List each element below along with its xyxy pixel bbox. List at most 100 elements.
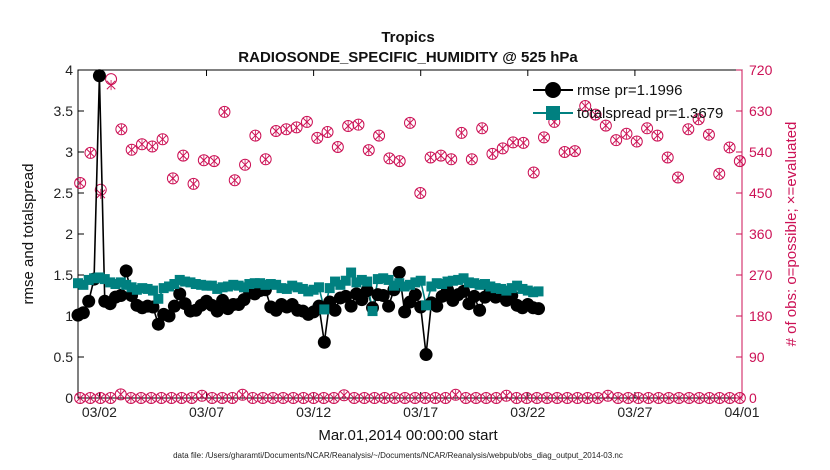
obs-possible-marker: [682, 123, 695, 136]
y-tick-label: 1.5: [54, 267, 74, 283]
obs-possible-marker: [393, 155, 406, 168]
rmse-point: [467, 289, 481, 303]
obs-possible-marker-bottom: [662, 392, 675, 404]
totalspread-point: [271, 279, 282, 290]
x-tick-label: 03/12: [296, 404, 331, 420]
rmse-point: [76, 306, 90, 320]
totalspread-point: [356, 274, 367, 285]
totalspread-point: [105, 277, 116, 288]
totalspread-point: [265, 279, 276, 290]
totalspread-point: [233, 280, 244, 291]
totalspread-point: [517, 283, 528, 294]
obs-possible-marker: [208, 155, 221, 168]
obs-possible-marker: [445, 153, 458, 166]
obs-possible-marker: [568, 145, 581, 158]
obs-possible-marker: [455, 126, 468, 139]
obs-possible-marker-bottom: [683, 392, 696, 404]
obs-possible-marker-bottom: [510, 392, 523, 404]
rmse-point: [162, 309, 176, 323]
totalspread-point: [442, 276, 453, 287]
rmse-point: [376, 289, 390, 302]
y-tick-label: 0.5: [54, 349, 74, 365]
totalspread-point: [463, 277, 474, 288]
obs-possible-marker: [517, 136, 530, 149]
obs-possible-marker-bottom: [297, 392, 310, 404]
obs-possible-marker: [733, 155, 746, 168]
obs-possible-marker-bottom: [124, 392, 137, 404]
x-tick-label: 03/17: [403, 404, 438, 420]
totalspread-point: [303, 286, 314, 297]
obs-possible-marker-bottom: [480, 392, 493, 404]
data-series: [71, 69, 546, 362]
totalspread-point: [415, 275, 426, 286]
totalspread-point: [501, 285, 512, 296]
obs-possible-marker-bottom: [307, 392, 320, 404]
y-axis-left: 0 0.5 1 1.5 2 2.5 3 3.5 4: [54, 62, 84, 406]
obs-possible-marker-bottom: [713, 392, 726, 404]
totalspread-point: [201, 280, 212, 291]
y-tick-label: 3.5: [54, 103, 74, 119]
totalspread-point: [458, 273, 469, 284]
obs-possible-marker-bottom: [216, 392, 229, 404]
obs-possible-marker: [414, 187, 427, 199]
totalspread-point: [340, 275, 351, 286]
obs-possible-marker: [620, 127, 633, 140]
y2-tick-label: 630: [749, 103, 773, 119]
obs-possible-marker: [692, 113, 705, 126]
y2-tick-label: 450: [749, 185, 773, 201]
obs-possible-marker-bottom: [530, 392, 543, 404]
totalspread-point: [506, 283, 517, 294]
totalspread-point: [362, 276, 373, 287]
obs-possible-marker: [187, 177, 200, 190]
totalspread-point: [281, 283, 292, 294]
obs-possible-marker-bottom: [693, 392, 706, 404]
obs-possible-marker-bottom: [429, 392, 442, 404]
obs-possible-marker: [342, 120, 355, 133]
x-tick-label: 03/27: [617, 404, 652, 420]
obs-possible-marker: [239, 158, 252, 171]
totalspread-point: [185, 277, 196, 288]
totalspread-point: [180, 276, 191, 287]
obs-possible-marker-bottom: [287, 392, 300, 404]
y-tick-label: 4: [65, 62, 73, 78]
totalspread-point: [158, 283, 169, 294]
obs-possible-marker-bottom: [642, 392, 655, 404]
obs-possible-marker-bottom: [561, 392, 574, 404]
obs-possible-marker-bottom: [612, 392, 625, 404]
obs-possible-marker: [496, 142, 509, 155]
totalspread-point: [313, 282, 324, 293]
obs-possible-marker-bottom: [84, 392, 97, 404]
rmse-point: [167, 299, 181, 313]
obs-possible-marker: [651, 129, 664, 142]
totalspread-point: [276, 283, 287, 294]
obs-possible-marker: [84, 146, 97, 159]
obs-possible-marker-bottom: [165, 392, 178, 404]
totalspread-point: [153, 293, 164, 304]
obs-possible-marker-bottom: [581, 392, 594, 404]
obs-count-series: [74, 73, 746, 404]
totalspread-point: [239, 282, 249, 293]
y2-tick-label: 90: [749, 349, 765, 365]
obs-possible-marker: [218, 105, 231, 118]
totalspread-point: [485, 281, 496, 292]
rmse-point: [473, 303, 487, 317]
y2-tick-label: 720: [749, 62, 773, 78]
rmse-point: [408, 288, 422, 302]
totalspread-point: [335, 279, 346, 290]
legend-rmse-label: rmse pr=1.1996: [577, 82, 682, 99]
legend-spread-label: totalspread pr=1.3679: [577, 105, 723, 122]
rmse-point: [398, 305, 412, 319]
y-tick-label: 3: [65, 144, 73, 160]
obs-possible-marker-bottom: [551, 392, 564, 404]
obs-possible-marker-bottom: [206, 392, 219, 404]
obs-possible-marker: [476, 122, 489, 135]
rmse-point: [119, 264, 133, 278]
rmse-point: [114, 289, 128, 302]
obs-possible-marker-bottom: [348, 392, 361, 404]
totalspread-point: [190, 279, 201, 290]
obs-possible-marker-bottom: [135, 392, 148, 404]
rmse-point: [92, 69, 106, 83]
totalspread-point: [99, 274, 110, 285]
x-axis: 03/02 03/07 03/12 03/17 03/22 03/27 04/01: [82, 70, 760, 420]
totalspread-point: [73, 278, 83, 289]
